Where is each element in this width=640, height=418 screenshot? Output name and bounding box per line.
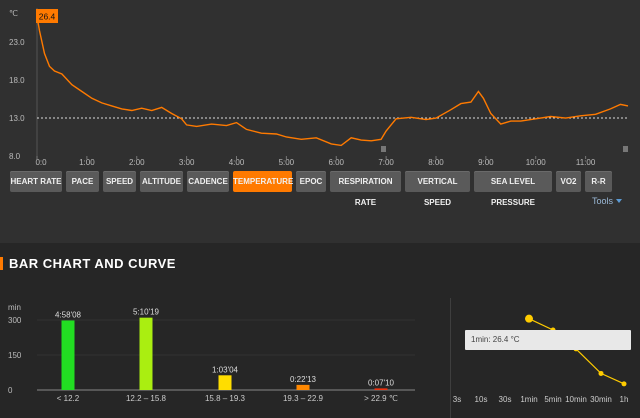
bar-category-label: > 22.9 ℃: [364, 394, 398, 403]
bar-y-tick-label: 150: [8, 351, 22, 360]
curve-x-tick-label: 10min: [565, 395, 587, 404]
y-tick-label: 13.0: [9, 114, 25, 123]
curve-x-tick-label: 30s: [499, 395, 512, 404]
bar-category-label: < 12.2: [57, 394, 80, 403]
x-tick-label: 8:00: [428, 158, 444, 167]
x-tick-label: 3:00: [179, 158, 195, 167]
tab-heart-rate[interactable]: HEART RATE: [10, 171, 62, 192]
curve-point[interactable]: [621, 381, 627, 387]
bar-y-tick-label: 300: [8, 316, 22, 325]
tab-speed[interactable]: SPEED: [103, 171, 136, 192]
bar-value-label: 0:07'10: [368, 378, 395, 387]
y-tick-label: 23.0: [9, 38, 25, 47]
y-tick-label: 8.0: [9, 152, 21, 161]
tab-altitude[interactable]: ALTITUDE: [140, 171, 183, 192]
bar[interactable]: [139, 317, 153, 390]
bar-y-unit: min: [8, 303, 21, 312]
curve-x-tick-label: 5min: [544, 395, 561, 404]
curve-x-tick-label: 10s: [475, 395, 488, 404]
x-tick-label: 1:00: [79, 158, 95, 167]
tab-vo2[interactable]: VO2: [556, 171, 581, 192]
curve-tooltip: 1min: 26.4 °C: [465, 330, 631, 350]
bar[interactable]: [296, 384, 310, 390]
scrub-marker[interactable]: [381, 146, 386, 152]
bar[interactable]: [374, 388, 388, 390]
tab-respiration-rate[interactable]: RESPIRATION RATE: [330, 171, 401, 207]
y-axis-unit: ℃: [9, 9, 18, 18]
temperature-zone-bar-chart[interactable]: min 300 150 0 4:58'08 < 12.2 5:10'19 12.2 – 1…: [0, 298, 420, 418]
tab-epoc[interactable]: EPOC: [296, 171, 326, 192]
bar-value-label: 5:10'19: [133, 308, 160, 317]
tools-label: Tools: [592, 196, 614, 206]
chevron-down-icon: [616, 199, 623, 203]
tab-sea-level-pressure[interactable]: SEA LEVEL PRESSURE: [474, 171, 552, 207]
x-tick-label: 0:0: [35, 158, 47, 167]
temperature-series-line: [36, 16, 629, 147]
x-tick-label: 7:00: [378, 158, 394, 167]
temperature-chart-panel: ℃ 23.0 18.0 13.0 8.0 0:0 1:00 2:00 3:00 4:00 5:0…: [0, 0, 640, 207]
curve-x-tick-label: 1min: [520, 395, 537, 404]
curve-point[interactable]: [598, 370, 604, 376]
bar-value-label: 4:58'08: [55, 310, 82, 319]
bar-category-label: 19.3 – 22.9: [283, 394, 324, 403]
tab-cadence[interactable]: CADENCE: [187, 171, 229, 192]
tab-pace[interactable]: PACE: [66, 171, 99, 192]
x-tick-label: 11:00: [576, 158, 596, 167]
y-tick-label: 18.0: [9, 76, 25, 85]
bar-value-label: 0:22'13: [290, 375, 317, 384]
bar-category-label: 15.8 – 19.3: [205, 394, 246, 403]
bar[interactable]: [218, 375, 232, 390]
bar-category-label: 12.2 – 15.8: [126, 394, 167, 403]
temperature-line-chart[interactable]: ℃ 23.0 18.0 13.0 8.0 0:0 1:00 2:00 3:00 4:00 5:0…: [0, 0, 640, 170]
curve-x-tick-label: 30min: [590, 395, 612, 404]
x-tick-label: 2:00: [129, 158, 145, 167]
x-tick-label: 10:00: [526, 158, 547, 167]
scrub-marker[interactable]: [623, 146, 628, 152]
x-tick-label: 4:00: [229, 158, 245, 167]
tab-vertical-speed[interactable]: VERTICAL SPEED: [405, 171, 470, 207]
x-tick-label: 5:00: [279, 158, 295, 167]
tab-temperature[interactable]: TEMPERATURE: [233, 171, 293, 192]
x-tick-label: 6:00: [328, 158, 344, 167]
current-value-text: 26.4: [39, 12, 56, 22]
temperature-duration-curve[interactable]: ℃ 25.022.019.0 3s10s30s1min5min10min30mi…: [450, 298, 640, 418]
curve-x-tick-label: 1h: [620, 395, 629, 404]
tab-r-r[interactable]: R-R: [585, 171, 612, 192]
section-accent-bar: [0, 257, 3, 270]
section-title: BAR CHART AND CURVE: [9, 256, 176, 271]
bar[interactable]: [61, 320, 75, 390]
curve-point[interactable]: [525, 314, 533, 323]
x-tick-label: 9:00: [478, 158, 494, 167]
bar-value-label: 1:03'04: [212, 365, 239, 374]
current-value-badge: 26.4: [36, 9, 58, 23]
bar-y-tick-label: 0: [8, 386, 13, 395]
curve-x-tick-label: 3s: [453, 395, 461, 404]
tools-menu[interactable]: Tools: [592, 196, 623, 206]
